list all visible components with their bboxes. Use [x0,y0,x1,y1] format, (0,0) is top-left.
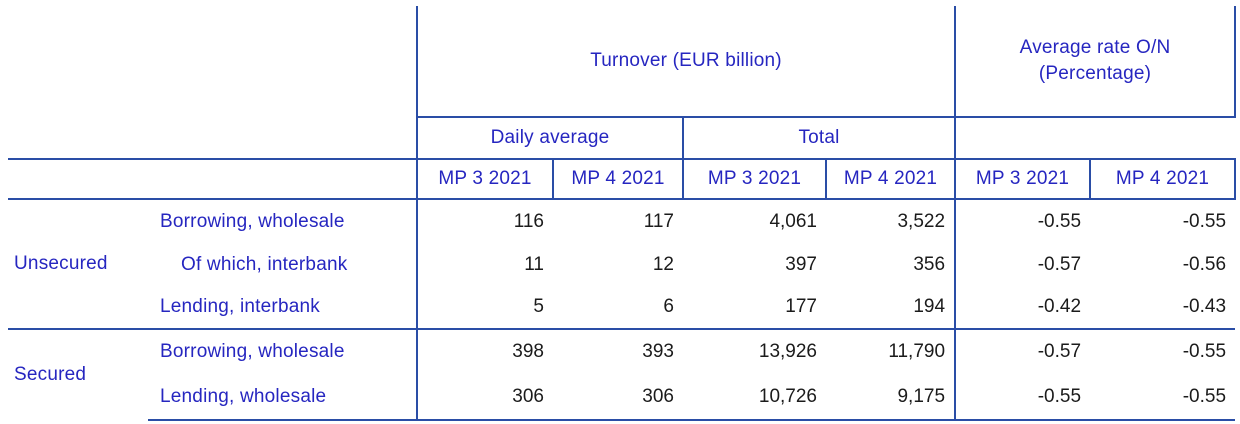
row-label: Borrowing, wholesale [148,328,418,374]
average-rate-header-line2: (Percentage) [1038,63,1152,84]
turnover-header-label: Turnover (EUR billion) [590,50,782,71]
header-row-subsections: Daily average Total [8,117,1236,160]
header-row-sections: Turnover (EUR billion) Average rate O/N … [8,6,1237,118]
period-col-header: MP 3 2021 [416,159,554,200]
table-row: Secured Borrowing, wholesale 398 393 13,… [8,328,1236,420]
value-cell: 13,926 [683,328,826,374]
period-col-header: MP 4 2021 [553,159,684,200]
corner-cell [8,6,417,117]
row-label: Of which, interbank [148,243,418,286]
group-label-secured: Secured [8,328,148,420]
value-cell: -0.42 [1037,296,1082,317]
table-row: Of which, interbank 11 12 397 356 -0.57 … [8,243,1235,286]
table-row: Lending, wholesale 306 306 10,726 9,175 … [8,374,1236,421]
value-cell: 393 [553,328,683,374]
value-cell: 10,726 [683,374,826,421]
value-cell: 11 [524,253,544,275]
value-cell: 6 [663,296,674,317]
value-cell: 117 [643,210,674,232]
value-cell: 12 [652,253,674,275]
value-cell: -0.55 [1037,210,1082,232]
period-col-header: MP 4 2021 [826,159,957,200]
value-cell: -0.55 [1090,374,1236,421]
corner-cell [8,117,417,160]
period-col-header: MP 3 2021 [683,159,827,200]
table-row: Lending, interbank 5 6 177 194 -0.42 -0.… [8,286,1235,329]
value-cell: -0.55 [1090,328,1236,374]
value-cell: 306 [553,374,683,421]
value-cell: -0.55 [1182,210,1227,232]
money-market-table: Turnover (EUR billion) Average rate O/N … [8,6,1237,421]
value-cell: 356 [826,243,957,286]
row-label: Lending, interbank [148,286,418,329]
header-row-periods: MP 3 2021 MP 4 2021 MP 3 2021 MP 4 2021 … [8,159,1237,200]
table-row: Unsecured Borrowing, wholesale 116 117 4… [8,199,1235,274]
period-col-header: MP 4 2021 [1090,159,1237,200]
value-cell: 398 [417,328,553,374]
corner-cell [8,159,417,200]
value-cell: 3,522 [826,199,957,243]
average-rate-section-header: Average rate O/N (Percentage) [955,6,1237,118]
value-cell: 116 [513,210,544,232]
value-cell: 5 [533,296,544,317]
value-cell: 177 [785,296,817,317]
value-cell: 11,790 [826,328,957,374]
daily-average-header: Daily average [416,117,684,160]
value-cell: -0.57 [1037,253,1082,275]
value-cell: -0.43 [1182,296,1227,317]
period-col-header: MP 3 2021 [955,159,1092,200]
row-label: Borrowing, wholesale [148,199,418,243]
row-label: Lending, wholesale [148,374,418,421]
total-label: Total [798,127,840,148]
group-label-unsecured: Unsecured [14,253,108,274]
turnover-section-header: Turnover (EUR billion) [415,6,957,118]
total-header: Total [683,117,957,160]
value-cell: -0.57 [955,328,1091,374]
value-cell: 194 [826,286,957,329]
value-cell: -0.55 [955,374,1091,421]
daily-average-label: Daily average [490,127,610,148]
average-rate-header-line1: Average rate O/N [1019,37,1171,58]
value-cell: 306 [417,374,553,421]
value-cell: 397 [785,253,817,275]
value-cell: 9,175 [826,374,957,421]
average-rate-spacer-cell [955,117,1236,160]
value-cell: 4,061 [769,210,817,232]
value-cell: -0.56 [1182,253,1227,275]
